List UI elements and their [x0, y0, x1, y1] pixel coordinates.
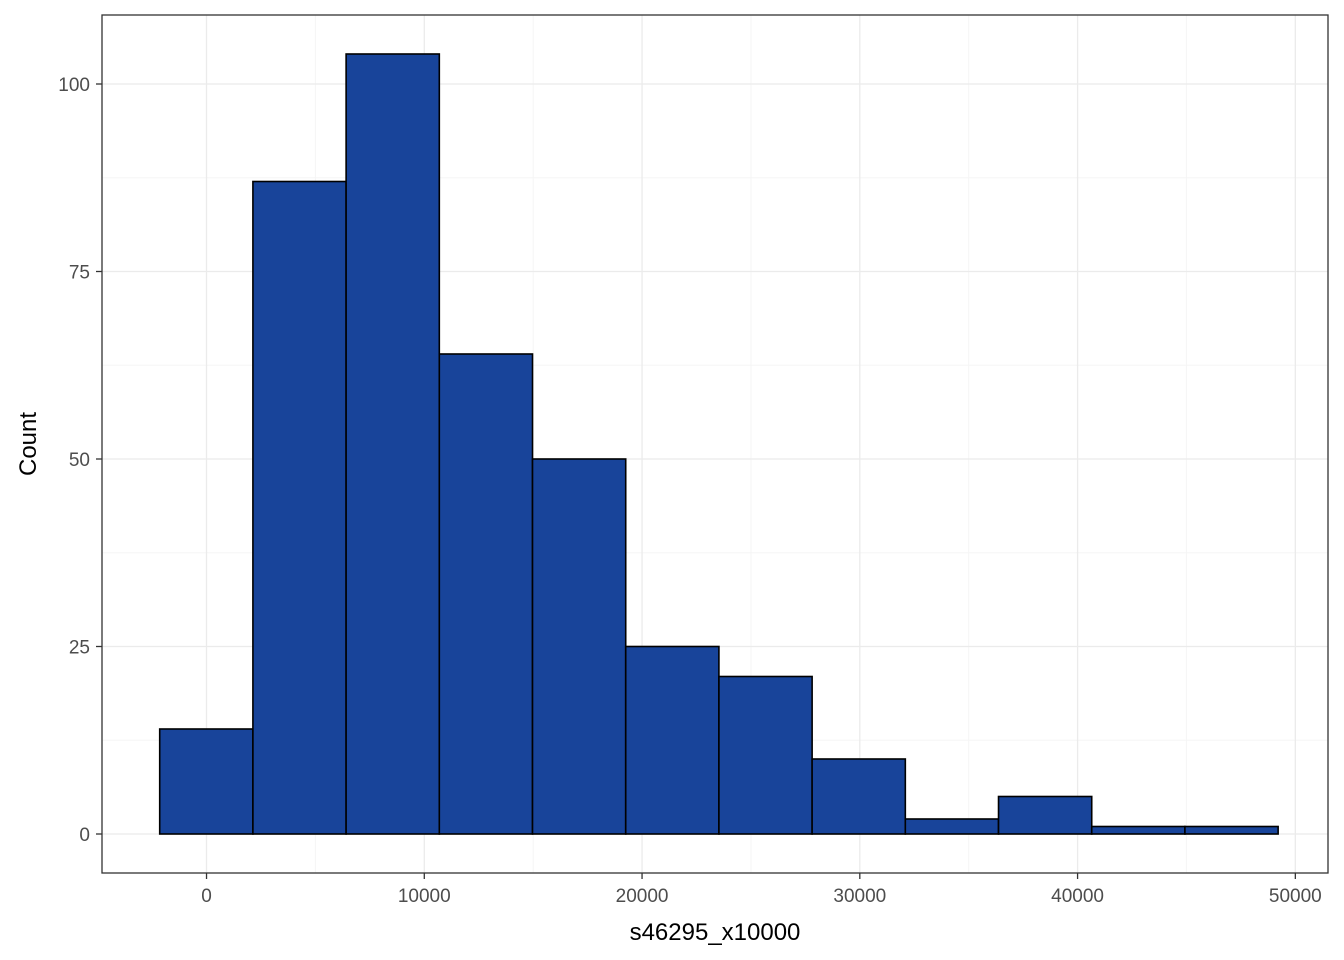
y-tick-label: 100 [58, 75, 90, 96]
y-tick-label: 75 [69, 263, 90, 284]
histogram-bar [345, 53, 441, 835]
histogram-bar [718, 675, 813, 835]
histogram-bar [252, 180, 347, 835]
y-tick-label: 50 [69, 450, 90, 471]
histogram-bar [904, 818, 1000, 835]
y-tick-label: 0 [79, 825, 90, 846]
histogram-bar [624, 645, 720, 835]
x-tick-label: 40000 [1051, 886, 1104, 907]
x-tick-label: 30000 [833, 886, 886, 907]
x-tick-label: 0 [201, 886, 212, 907]
histogram-bar [438, 353, 534, 835]
panel-border [101, 14, 1329, 874]
histogram-bar [158, 728, 254, 835]
histogram-bar [811, 758, 907, 835]
y-tick-label: 25 [69, 638, 90, 659]
histogram-bar [1184, 825, 1279, 835]
x-axis-title: s46295_x10000 [630, 919, 801, 946]
histogram-bar [1090, 825, 1186, 835]
x-tick-label: 50000 [1269, 886, 1322, 907]
y-axis-title: Count [15, 412, 42, 476]
x-tick-label: 10000 [398, 886, 451, 907]
axes: 0 10000 20000 30000 40000 50000 0 25 50 75 100 [58, 75, 1321, 907]
histogram-bar [531, 458, 627, 835]
x-tick-label: 20000 [616, 886, 669, 907]
histogram-bars [158, 53, 1279, 835]
histogram-bar [997, 795, 1093, 835]
